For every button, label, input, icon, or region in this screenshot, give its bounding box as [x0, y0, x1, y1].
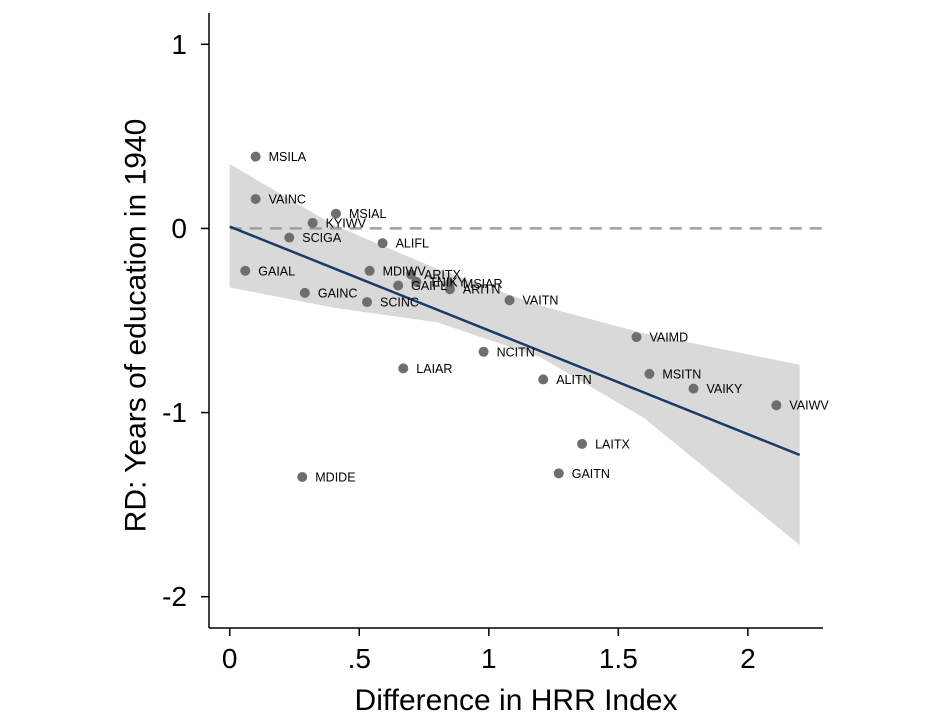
point-label: SCIGA — [302, 231, 342, 245]
axes: 1 0 -1 -2 0 .5 1 1.5 2 — [162, 13, 823, 674]
data-point — [631, 332, 642, 343]
data-point — [644, 368, 655, 379]
data-point — [297, 472, 308, 483]
data-point — [688, 383, 699, 394]
data-point — [577, 438, 588, 449]
point-label: SCINC — [380, 296, 419, 310]
data-point — [307, 217, 318, 228]
point-label: MSITN — [662, 367, 701, 381]
data-point — [398, 363, 409, 374]
point-label: MSILA — [269, 150, 307, 164]
y-axis-title: RD: Years of education in 1940 — [120, 119, 153, 533]
x-tick-label: 0 — [222, 643, 238, 674]
data-point — [250, 151, 261, 162]
y-tick-label: -2 — [162, 581, 187, 612]
y-tick-label: 0 — [171, 213, 187, 244]
data-point — [411, 276, 422, 287]
data-point — [504, 295, 515, 306]
data-point — [393, 280, 404, 291]
data-point — [444, 284, 455, 295]
y-tick-label: 1 — [171, 29, 187, 60]
fit-line-layer — [229, 225, 801, 457]
point-label: GAIFL — [411, 279, 447, 293]
confidence-band-layer — [229, 164, 800, 546]
point-label: MDIWV — [383, 264, 427, 278]
point-label: KYIWV — [326, 216, 367, 230]
data-point — [406, 269, 417, 280]
x-tick-label: 1 — [481, 643, 497, 674]
data-point — [250, 193, 261, 204]
data-point — [538, 374, 549, 385]
point-label: NCITN — [497, 345, 535, 359]
point-label: LAITX — [595, 437, 630, 451]
point-label: ALITN — [556, 373, 591, 387]
confidence-band — [229, 164, 800, 546]
data-point — [478, 346, 489, 357]
points-layer — [240, 151, 782, 483]
point-label: MSIAL — [349, 207, 387, 221]
point-label: LAIAR — [416, 362, 452, 376]
point-label: MDIDE — [315, 471, 355, 485]
fit-line — [229, 225, 801, 457]
point-label: VAIWV — [789, 399, 829, 413]
data-point — [284, 232, 295, 243]
data-point — [362, 297, 373, 308]
data-point — [377, 238, 388, 249]
point-label: ARITX — [424, 268, 461, 282]
x-axis-title: Difference in HRR Index — [355, 684, 678, 717]
point-label: VAITN — [523, 294, 559, 308]
point-label: TNIKY — [429, 275, 466, 289]
point-label: VAINC — [269, 192, 306, 206]
data-point — [330, 208, 341, 219]
point-label: ARITN — [463, 283, 501, 297]
data-point — [364, 265, 375, 276]
point-label: GAINC — [318, 286, 358, 300]
point-label: ALIFL — [396, 237, 429, 251]
y-tick-label: -1 — [162, 397, 187, 428]
point-label: MSIAR — [463, 277, 503, 291]
point-label: VAIMD — [649, 331, 688, 345]
point-label: VAIKY — [706, 382, 743, 396]
x-tick-label: 1.5 — [599, 643, 638, 674]
data-point — [299, 287, 310, 298]
point-label: GAITN — [572, 467, 610, 481]
x-tick-label: 2 — [740, 643, 756, 674]
point-label: GAIAL — [258, 264, 295, 278]
x-tick-label: .5 — [348, 643, 371, 674]
data-point — [553, 468, 564, 479]
data-point — [771, 400, 782, 411]
data-point — [240, 265, 251, 276]
